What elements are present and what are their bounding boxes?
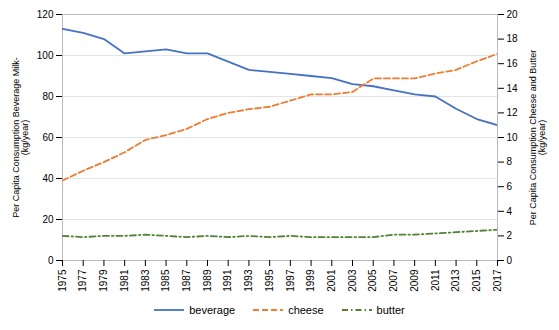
svg-text:2017: 2017 <box>492 269 503 292</box>
svg-text:1975: 1975 <box>57 269 68 292</box>
svg-text:1985: 1985 <box>160 269 171 292</box>
svg-text:2009: 2009 <box>409 269 420 292</box>
svg-text:1991: 1991 <box>222 269 233 292</box>
svg-text:2001: 2001 <box>326 269 337 292</box>
svg-text:60: 60 <box>42 132 54 143</box>
svg-text:2005: 2005 <box>367 269 378 292</box>
svg-text:2015: 2015 <box>471 269 482 292</box>
svg-text:4: 4 <box>507 206 513 217</box>
svg-text:1993: 1993 <box>243 269 254 292</box>
svg-text:16: 16 <box>507 58 519 69</box>
svg-text:1979: 1979 <box>98 269 109 292</box>
svg-text:0: 0 <box>507 255 513 266</box>
svg-text:1987: 1987 <box>181 269 192 292</box>
svg-text:14: 14 <box>507 83 519 94</box>
svg-text:2: 2 <box>507 230 513 241</box>
svg-text:2007: 2007 <box>388 269 399 292</box>
svg-text:1995: 1995 <box>264 269 275 292</box>
svg-text:10: 10 <box>507 132 519 143</box>
html-text:butter: butter <box>376 304 405 316</box>
svg-text:0: 0 <box>48 255 54 266</box>
svg-text:Per Capita Consumption Beverag: Per Capita Consumption Beverage Milk-(kg… <box>11 57 30 218</box>
svg-text:100: 100 <box>37 50 54 61</box>
svg-text:120: 120 <box>37 9 54 20</box>
svg-text:1989: 1989 <box>202 269 213 292</box>
html-text:cheese: cheese <box>288 304 324 316</box>
html-text:beverage: beverage <box>189 304 236 316</box>
svg-text:1997: 1997 <box>285 269 296 292</box>
svg-text:40: 40 <box>42 173 54 184</box>
svg-text:18: 18 <box>507 33 519 44</box>
svg-text:6: 6 <box>507 181 513 192</box>
svg-text:12: 12 <box>507 107 519 118</box>
svg-text:2003: 2003 <box>347 269 358 292</box>
svg-text:1999: 1999 <box>305 269 316 292</box>
svg-text:20: 20 <box>507 9 519 20</box>
svg-text:20: 20 <box>42 214 54 225</box>
svg-text:2013: 2013 <box>450 269 461 292</box>
svg-text:1981: 1981 <box>119 269 130 292</box>
svg-text:1983: 1983 <box>140 269 151 292</box>
svg-text:Per Capita Consumption Cheese: Per Capita Consumption Cheese and Butter… <box>528 50 547 226</box>
svg-text:80: 80 <box>42 91 54 102</box>
svg-text:8: 8 <box>507 156 513 167</box>
svg-text:2011: 2011 <box>430 269 441 291</box>
svg-text:1977: 1977 <box>77 269 88 292</box>
